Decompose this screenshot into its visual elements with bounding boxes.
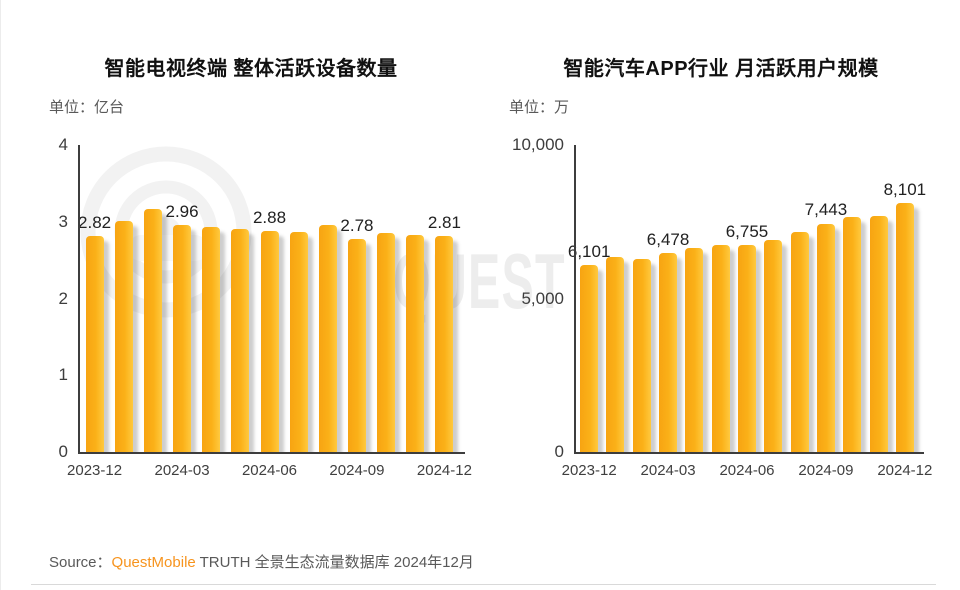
bar bbox=[869, 215, 888, 452]
bar-value-label: 2.78 bbox=[340, 215, 374, 235]
y-axis bbox=[78, 145, 80, 454]
bar bbox=[580, 264, 599, 452]
unit-label: 单位：万 bbox=[509, 99, 570, 116]
y-axis bbox=[574, 145, 576, 454]
x-tick-label: 2023-12 bbox=[561, 462, 617, 479]
bar bbox=[114, 220, 133, 452]
bar-value-label: 6,755 bbox=[725, 221, 769, 241]
bar bbox=[606, 257, 625, 452]
bar-value-label: 8,101 bbox=[883, 180, 927, 200]
x-axis bbox=[574, 452, 924, 454]
source-line: Source：QuestMobile TRUTH 全景生态流量数据库 2024年… bbox=[49, 551, 474, 572]
bar-value-label: 6,478 bbox=[646, 230, 690, 250]
bar bbox=[202, 227, 221, 452]
bar bbox=[711, 245, 730, 452]
bar bbox=[816, 223, 835, 452]
bar bbox=[435, 236, 454, 452]
bar bbox=[377, 233, 396, 452]
x-tick-label: 2024-06 bbox=[241, 462, 298, 479]
x-tick-label: 2024-03 bbox=[154, 462, 210, 479]
y-tick-label: 0 bbox=[58, 442, 68, 461]
bar bbox=[895, 203, 914, 452]
bar bbox=[173, 224, 192, 452]
y-tick-label: 4 bbox=[58, 135, 68, 154]
bar bbox=[260, 230, 279, 452]
bar bbox=[143, 209, 162, 452]
source-suffix: TRUTH 全景生态流量数据库 2024年12月 bbox=[195, 554, 474, 571]
y-tick-label: 3 bbox=[58, 211, 68, 231]
bar-value-label: 2.88 bbox=[252, 207, 287, 227]
bar bbox=[347, 238, 366, 452]
x-tick-label: 2024-06 bbox=[719, 462, 775, 479]
bar bbox=[685, 248, 704, 452]
bar bbox=[231, 229, 250, 452]
bar-value-label: 2.81 bbox=[427, 213, 461, 233]
plot-area bbox=[80, 133, 469, 452]
x-tick-label: 2024-12 bbox=[416, 462, 472, 479]
bar bbox=[85, 235, 104, 452]
unit-label: 单位：亿台 bbox=[49, 99, 125, 116]
y-tick-label: 1 bbox=[58, 365, 68, 385]
bar bbox=[406, 234, 425, 452]
source-brand: QuestMobile bbox=[111, 554, 196, 571]
source-prefix: Source： bbox=[49, 554, 112, 571]
chart-title: 智能电视终端 整体活跃设备数量 bbox=[104, 58, 398, 80]
x-tick-label: 2023-12 bbox=[67, 462, 123, 479]
bar bbox=[738, 244, 756, 452]
bar-value-label: 2.82 bbox=[78, 212, 112, 232]
y-tick-label: 2 bbox=[58, 288, 68, 308]
x-tick-label: 2024-09 bbox=[798, 462, 854, 479]
bar-value-label: 6,101 bbox=[567, 241, 611, 261]
bar bbox=[318, 224, 337, 452]
y-tick-label: 10,000 bbox=[512, 135, 564, 154]
chart-title: 智能汽车APP行业 月活跃用户规模 bbox=[563, 58, 879, 80]
bar bbox=[790, 232, 809, 452]
bar bbox=[289, 231, 308, 452]
bar-value-label: 2.96 bbox=[165, 201, 199, 221]
bar-value-label: 7,443 bbox=[804, 200, 848, 220]
y-tick-label: 5,000 bbox=[521, 288, 564, 308]
y-tick-label: 0 bbox=[554, 442, 564, 461]
x-tick-label: 2024-12 bbox=[877, 462, 933, 479]
x-axis bbox=[78, 452, 465, 454]
x-tick-label: 2024-09 bbox=[329, 462, 385, 479]
bar bbox=[764, 240, 783, 452]
footer-divider bbox=[31, 584, 936, 585]
bar bbox=[632, 258, 651, 452]
x-tick-label: 2024-03 bbox=[640, 462, 696, 479]
plot-area bbox=[576, 133, 928, 452]
bar bbox=[659, 253, 678, 452]
bar bbox=[843, 216, 862, 452]
